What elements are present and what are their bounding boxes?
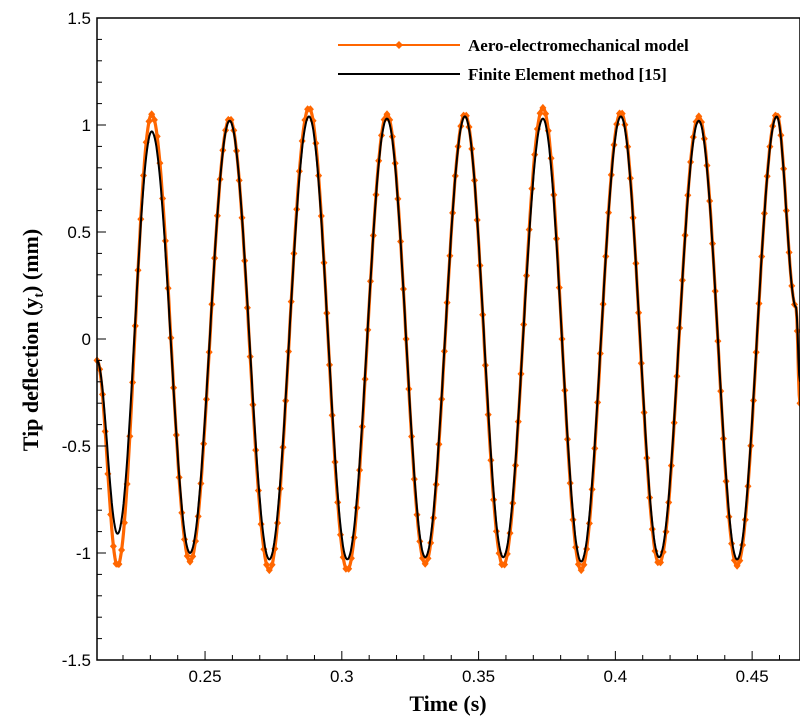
y-tick-label: 1 (82, 116, 91, 135)
legend-label-aero: Aero-electromechanical model (468, 36, 689, 55)
legend-marker-aero (395, 41, 403, 49)
series-line-1 (96, 115, 800, 563)
y-tick-label: 0.5 (67, 223, 91, 242)
series-point-marker (380, 115, 388, 124)
series-point-marker (109, 542, 117, 551)
series-point-marker (265, 566, 273, 575)
series-point-marker (115, 560, 123, 569)
y-axis-label-subscript: t (32, 293, 47, 298)
series-point-marker (501, 560, 509, 569)
series-point-marker (383, 110, 391, 119)
series-point-marker (695, 112, 703, 121)
series-point-marker (580, 560, 588, 569)
y-tick-label: -1.5 (62, 651, 91, 670)
legend-label-fem: Finite Element method [15] (468, 65, 667, 84)
x-tick-label: 0.3 (330, 667, 354, 686)
series-point-marker (542, 109, 550, 118)
y-tick-label: 1.5 (67, 9, 91, 28)
y-axis-label-main: Tip deflection (y (18, 298, 43, 452)
plot-frame (96, 17, 800, 661)
series-point-marker (574, 560, 582, 569)
series-point-marker (657, 558, 664, 567)
series-point-marker (692, 117, 700, 126)
series-point-marker (268, 560, 276, 569)
legend: Aero-electromechanical model Finite Elem… (338, 36, 689, 84)
series-point-marker (183, 552, 191, 560)
x-tick-label: 0.35 (462, 667, 495, 686)
series-point-marker (536, 109, 544, 118)
series-point-marker (539, 103, 547, 112)
series-point-marker (120, 518, 128, 527)
x-tick-label: 0.25 (189, 667, 222, 686)
series-line-0 (95, 106, 800, 572)
series-point-marker (118, 546, 126, 554)
y-axis-label-tail: ) (mm) (18, 229, 43, 293)
y-tick-label: 0 (82, 330, 91, 349)
series-point-marker (263, 560, 271, 569)
y-axis-label: Tip deflection (yt) (mm) (18, 229, 47, 451)
series-point-marker (796, 399, 800, 408)
axes-layer: -1.5 -1 -0.5 0 0.5 1 1.5 0.25 0.3 0.35 0.4 0.45 (62, 9, 780, 686)
series-point-marker (733, 561, 741, 570)
series-point-marker (150, 115, 158, 124)
series-point-marker (145, 117, 153, 126)
x-axis-label: Time (s) (409, 691, 486, 716)
series-point-marker (577, 566, 585, 575)
series-point-marker (421, 559, 429, 568)
series-point-marker (189, 552, 197, 561)
series-point-marker (386, 115, 394, 124)
series-point-marker (345, 564, 353, 573)
x-tick-label: 0.45 (736, 667, 769, 686)
series-point-marker (148, 110, 156, 119)
x-tick-label: 0.4 (604, 667, 628, 686)
series-point-marker (186, 557, 194, 566)
y-tick-label: -1 (76, 544, 91, 563)
series-layer (93, 103, 800, 575)
y-tick-label: -0.5 (62, 437, 91, 456)
series-point-marker (306, 105, 314, 114)
